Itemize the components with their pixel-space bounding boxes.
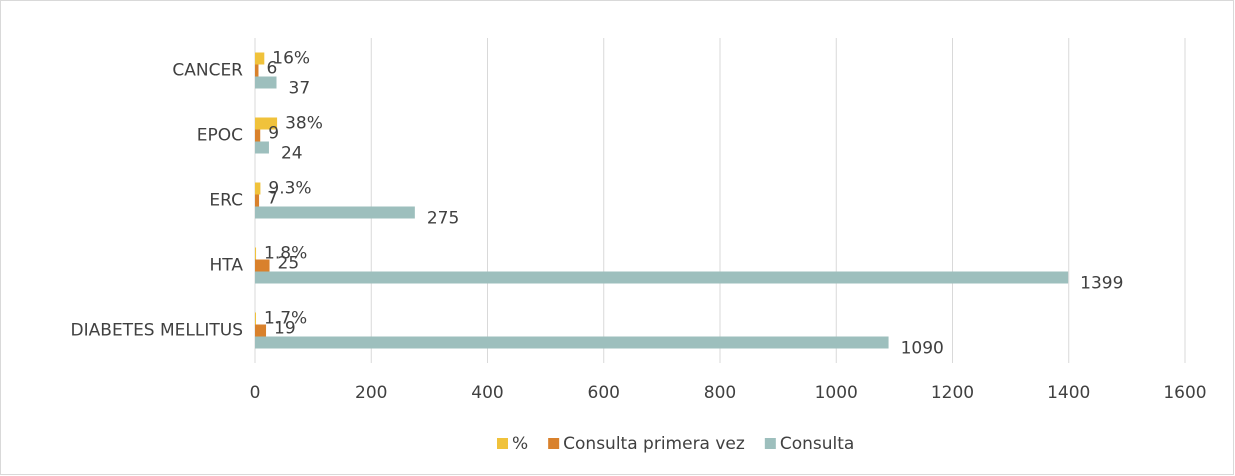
data-label: 1399 <box>1080 274 1123 294</box>
data-label: 16% <box>272 49 310 69</box>
bar <box>255 129 261 142</box>
data-label: 1.8% <box>264 244 307 264</box>
y-tick-label: ERC <box>209 191 243 211</box>
bar <box>255 117 278 130</box>
bar <box>255 336 889 349</box>
data-label: 38% <box>285 114 323 134</box>
data-label: 19 <box>274 319 296 339</box>
x-tick-label: 600 <box>588 383 620 403</box>
bar <box>255 52 265 65</box>
x-tick-label: 400 <box>471 383 503 403</box>
bar <box>255 64 259 77</box>
x-tick-label: 1000 <box>815 383 858 403</box>
data-label: 275 <box>427 209 459 229</box>
bar <box>255 76 277 89</box>
data-label: 7 <box>267 189 278 209</box>
legend-swatch <box>764 438 776 449</box>
x-tick-label: 1600 <box>1163 383 1206 403</box>
data-label: 25 <box>278 254 300 274</box>
legend-swatch <box>497 438 508 449</box>
data-label: 6 <box>266 59 277 79</box>
bar <box>255 259 270 272</box>
legend-swatch <box>548 438 560 449</box>
x-tick-label: 1200 <box>931 383 974 403</box>
y-tick-label: CANCER <box>172 61 243 81</box>
data-label: 1.7% <box>264 309 307 329</box>
bar <box>255 194 260 207</box>
data-label: 1090 <box>901 339 944 359</box>
legend-label: Consulta <box>780 434 854 454</box>
data-label: 9.3% <box>268 179 311 199</box>
x-tick-label: 800 <box>704 383 736 403</box>
legend-label: % <box>512 434 528 454</box>
data-label: 9 <box>268 124 279 144</box>
x-tick-label: 200 <box>355 383 387 403</box>
y-tick-label: HTA <box>210 256 244 276</box>
bar <box>255 182 261 195</box>
x-tick-label: 0 <box>250 383 261 403</box>
x-tick-label: 1400 <box>1047 383 1090 403</box>
legend-label: Consulta primera vez <box>563 434 745 454</box>
bar <box>255 312 256 325</box>
data-label: 24 <box>281 144 303 164</box>
bar <box>255 206 415 219</box>
bar <box>255 141 269 154</box>
bar <box>255 324 267 337</box>
y-tick-label: EPOC <box>197 126 243 146</box>
data-label: 37 <box>289 79 311 99</box>
y-tick-label: DIABETES MELLITUS <box>71 321 243 341</box>
bar <box>255 247 257 260</box>
bar <box>255 271 1069 284</box>
